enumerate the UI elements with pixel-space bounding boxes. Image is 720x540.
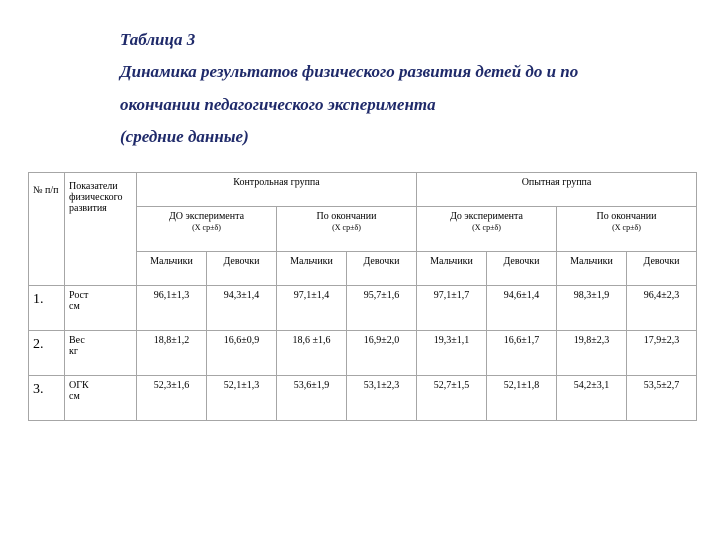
caption-line-2: Динамика результатов физического развити… — [120, 56, 670, 88]
col-girls: Девочки — [627, 252, 697, 286]
col-boys: Мальчики — [137, 252, 207, 286]
row-indicator: Рост см — [65, 286, 137, 331]
col-header-control-before: ДО эксперимента (Х ср±δ) — [137, 207, 277, 252]
cell: 94,6±1,4 — [487, 286, 557, 331]
col-boys: Мальчики — [277, 252, 347, 286]
table-row: 1. Рост см 96,1±1,3 94,3±1,4 97,1±1,4 95… — [29, 286, 697, 331]
row-index: 3. — [29, 376, 65, 421]
cell: 97,1±1,4 — [277, 286, 347, 331]
col-boys: Мальчики — [417, 252, 487, 286]
table-row: 2. Вес кг 18,8±1,2 16,6±0,9 18,6 ±1,6 16… — [29, 331, 697, 376]
cell: 18,8±1,2 — [137, 331, 207, 376]
cell: 53,6±1,9 — [277, 376, 347, 421]
col-header-control-after: По окончании (Х ср±δ) — [277, 207, 417, 252]
col-header-control-group: Контрольная группа — [137, 173, 417, 207]
col-girls: Девочки — [207, 252, 277, 286]
data-table: № п/п Показатели физического развития Ко… — [28, 172, 696, 421]
cell: 54,2±3,1 — [557, 376, 627, 421]
table-row: 3. ОГК см 52,3±1,6 52,1±1,3 53,6±1,9 53,… — [29, 376, 697, 421]
row-indicator: Вес кг — [65, 331, 137, 376]
col-header-exp-after: По окончании (Х ср±δ) — [557, 207, 697, 252]
row-indicator: ОГК см — [65, 376, 137, 421]
row-index: 1. — [29, 286, 65, 331]
caption-line-3: окончании педагогического эксперимента — [120, 89, 670, 121]
caption-line-1: Таблица 3 — [120, 24, 670, 56]
col-header-experimental-group: Опытная группа — [417, 173, 697, 207]
cell: 19,8±2,3 — [557, 331, 627, 376]
cell: 96,4±2,3 — [627, 286, 697, 331]
slide: { "caption": { "line1": "Таблица 3", "li… — [0, 0, 720, 540]
cell: 52,7±1,5 — [417, 376, 487, 421]
table-caption: Таблица 3 Динамика результатов физическо… — [120, 24, 670, 153]
col-boys: Мальчики — [557, 252, 627, 286]
cell: 52,1±1,3 — [207, 376, 277, 421]
cell: 16,9±2,0 — [347, 331, 417, 376]
cell: 52,3±1,6 — [137, 376, 207, 421]
cell: 98,3±1,9 — [557, 286, 627, 331]
cell: 19,3±1,1 — [417, 331, 487, 376]
cell: 17,9±2,3 — [627, 331, 697, 376]
col-girls: Девочки — [487, 252, 557, 286]
col-girls: Девочки — [347, 252, 417, 286]
cell: 95,7±1,6 — [347, 286, 417, 331]
cell: 16,6±0,9 — [207, 331, 277, 376]
col-header-exp-before: До эксперимента (Х ср±δ) — [417, 207, 557, 252]
col-header-indicator: Показатели физического развития — [65, 173, 137, 286]
cell: 16,6±1,7 — [487, 331, 557, 376]
caption-line-4: (средние данные) — [120, 121, 670, 153]
cell: 52,1±1,8 — [487, 376, 557, 421]
table-header-row-1: № п/п Показатели физического развития Ко… — [29, 173, 697, 207]
row-index: 2. — [29, 331, 65, 376]
cell: 18,6 ±1,6 — [277, 331, 347, 376]
cell: 97,1±1,7 — [417, 286, 487, 331]
cell: 53,1±2,3 — [347, 376, 417, 421]
cell: 94,3±1,4 — [207, 286, 277, 331]
col-header-nn: № п/п — [29, 173, 65, 286]
cell: 53,5±2,7 — [627, 376, 697, 421]
cell: 96,1±1,3 — [137, 286, 207, 331]
